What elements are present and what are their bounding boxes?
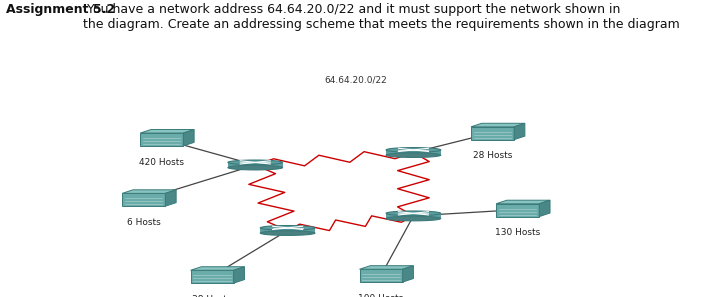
- Polygon shape: [360, 266, 413, 269]
- Bar: [360, 269, 403, 282]
- Ellipse shape: [386, 211, 441, 216]
- Ellipse shape: [228, 165, 283, 170]
- Text: 100 Hosts: 100 Hosts: [359, 294, 403, 297]
- Polygon shape: [539, 200, 550, 217]
- Polygon shape: [122, 190, 176, 193]
- Bar: [122, 193, 165, 206]
- Ellipse shape: [228, 160, 283, 165]
- Bar: [496, 204, 539, 217]
- Text: 6 Hosts: 6 Hosts: [127, 218, 160, 227]
- Ellipse shape: [386, 153, 441, 157]
- Text: 64.64.20.0/22: 64.64.20.0/22: [324, 76, 388, 85]
- Polygon shape: [140, 129, 194, 133]
- Text: 420 Hosts: 420 Hosts: [139, 158, 184, 167]
- Bar: [471, 127, 514, 140]
- Polygon shape: [228, 162, 283, 168]
- Polygon shape: [260, 228, 315, 233]
- Polygon shape: [191, 267, 244, 270]
- Polygon shape: [234, 267, 244, 283]
- Bar: [140, 133, 183, 146]
- Ellipse shape: [260, 231, 315, 236]
- Text: 38 Hosts: 38 Hosts: [193, 295, 232, 297]
- Ellipse shape: [386, 216, 441, 221]
- Polygon shape: [403, 266, 413, 282]
- Polygon shape: [183, 129, 194, 146]
- Polygon shape: [514, 123, 525, 140]
- Text: 130 Hosts: 130 Hosts: [495, 228, 540, 237]
- Text: You have a network address 64.64.20.0/22 and it must support the network shown i: You have a network address 64.64.20.0/22…: [83, 3, 679, 31]
- Polygon shape: [165, 190, 176, 206]
- Polygon shape: [471, 123, 525, 127]
- Text: Assignment 5.2: Assignment 5.2: [6, 3, 115, 16]
- Bar: [191, 270, 234, 283]
- Ellipse shape: [260, 225, 315, 230]
- Polygon shape: [386, 150, 441, 155]
- Ellipse shape: [386, 148, 441, 152]
- Polygon shape: [496, 200, 550, 204]
- Polygon shape: [386, 213, 441, 219]
- Text: 28 Hosts: 28 Hosts: [473, 151, 512, 160]
